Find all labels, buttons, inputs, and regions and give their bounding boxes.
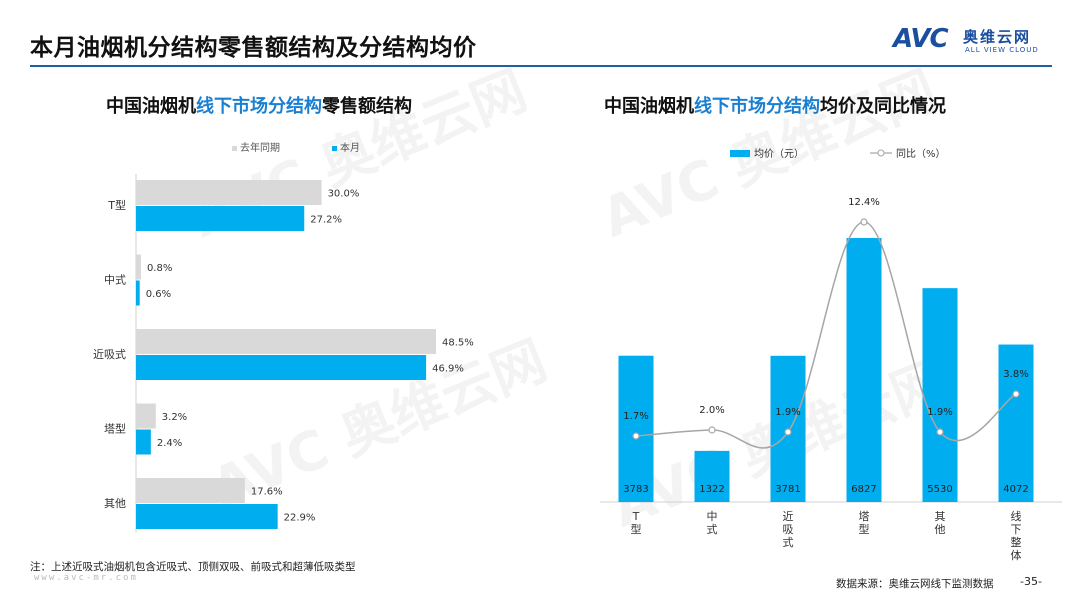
bar-value-label: 5530	[927, 484, 952, 495]
page-title: 本月油烟机分结构零售额结构及分结构均价	[30, 35, 477, 61]
brand-logo: AVC 奥维云网 ALL VIEW CLOUD	[893, 24, 1063, 58]
bar	[136, 355, 427, 380]
bar	[136, 206, 305, 231]
bar	[618, 355, 654, 502]
line-value-label: 1.9%	[927, 407, 952, 418]
bar	[136, 254, 141, 280]
category-label: 式	[783, 536, 794, 549]
line-value-label: 2.0%	[699, 405, 724, 416]
data-source: 数据来源：奥维云网线下监测数据	[836, 578, 994, 590]
bar-value-label: 3781	[775, 484, 800, 495]
bar	[998, 344, 1034, 502]
category-label: 型	[859, 522, 870, 536]
category-label: 式	[707, 523, 718, 536]
right-title-pre: 中国油烟机	[604, 96, 694, 117]
category-label: 塔型	[104, 422, 126, 436]
left-title-highlight: 线下市场分结构	[196, 96, 322, 117]
category-label: 其	[935, 510, 946, 523]
line-value-label: 1.9%	[775, 407, 800, 418]
line-value-label: 3.8%	[1003, 369, 1028, 380]
right-panel-title: 中国油烟机线下市场分结构均价及同比情况	[604, 92, 946, 118]
data-label: 27.2%	[310, 215, 342, 226]
legend-marker	[877, 149, 885, 157]
category-label: 吸	[783, 523, 794, 536]
category-label: 型	[631, 522, 642, 536]
data-label: 30.0%	[328, 189, 360, 200]
line-value-label: 1.7%	[623, 411, 648, 422]
share-bar-chart: 去年同期 本月 T型 30.0% 27.2% 中式 0.8% 0.6% 近吸式 48.5% 46.9…	[93, 141, 474, 533]
category-label: 中式	[104, 274, 126, 287]
line-marker	[708, 426, 716, 434]
left-title-post: 零售额结构	[322, 96, 412, 117]
data-label: 48.5%	[442, 338, 474, 349]
line-marker	[860, 218, 868, 226]
bar	[136, 429, 151, 455]
bar	[136, 403, 156, 429]
data-label: 0.6%	[146, 289, 171, 300]
line-marker	[1012, 390, 1020, 398]
legend-label: 本月	[340, 141, 360, 154]
legend-swatch	[730, 150, 750, 157]
right-title-post: 均价及同比情况	[820, 96, 946, 117]
category-label: 体	[1011, 548, 1022, 562]
line-marker	[632, 432, 640, 440]
category-label: 下	[1011, 523, 1022, 536]
bar	[136, 504, 278, 529]
category-label: 线	[1011, 509, 1022, 523]
legend-swatch	[232, 146, 237, 151]
logo-mark: AVC	[893, 24, 949, 54]
category-label: 他	[935, 523, 946, 536]
bar	[136, 329, 436, 354]
legend-swatch	[332, 146, 337, 151]
legend-label: 去年同期	[240, 141, 280, 154]
logo-cn-text: 奥维云网	[963, 28, 1032, 46]
left-title-pre: 中国油烟机	[106, 96, 196, 117]
bar	[846, 238, 882, 502]
category-label: 塔	[859, 510, 870, 523]
bar	[922, 288, 958, 502]
legend-label: 均价（元）	[754, 148, 804, 160]
category-label: 其他	[104, 497, 126, 510]
title-divider	[30, 65, 1052, 67]
bar	[136, 478, 245, 503]
category-label: 近吸式	[93, 348, 126, 361]
data-label: 3.2%	[162, 412, 187, 423]
category-label: 近	[783, 510, 794, 523]
bar	[694, 450, 730, 502]
site-url: www.avc-mr.com	[34, 573, 138, 583]
yoy-line	[635, 221, 1017, 449]
data-label: 46.9%	[432, 364, 464, 375]
line-marker	[936, 428, 944, 436]
logo-en-text: ALL VIEW CLOUD	[965, 46, 1039, 54]
left-panel-title: 中国油烟机线下市场分结构零售额结构	[106, 92, 412, 118]
data-label: 22.9%	[284, 513, 316, 524]
bar-value-label: 1322	[699, 484, 724, 495]
category-label: T型	[107, 198, 126, 212]
line-marker	[784, 428, 792, 436]
bar-value-label: 3783	[623, 484, 648, 495]
legend-label: 同比（%）	[896, 148, 946, 160]
category-label: 中	[707, 510, 718, 523]
category-label: T	[632, 510, 640, 523]
page-number: -35-	[1020, 575, 1042, 588]
data-label: 0.8%	[147, 263, 172, 274]
bar-value-label: 4072	[1003, 484, 1028, 495]
price-combo-chart: 均价（元） 同比（%）3783T型1322中式3781近吸式6827塔型5530其…	[600, 148, 1062, 562]
right-title-highlight: 线下市场分结构	[694, 96, 820, 117]
bar	[136, 280, 140, 306]
bar	[136, 180, 322, 205]
line-value-label: 12.4%	[848, 197, 880, 208]
bar-value-label: 6827	[851, 484, 876, 495]
data-label: 17.6%	[251, 487, 283, 498]
category-label: 整	[1011, 535, 1022, 549]
footnote: 注：上述近吸式油烟机包含近吸式、顶侧双吸、前吸式和超薄低吸类型	[30, 561, 356, 573]
data-label: 2.4%	[157, 438, 182, 449]
